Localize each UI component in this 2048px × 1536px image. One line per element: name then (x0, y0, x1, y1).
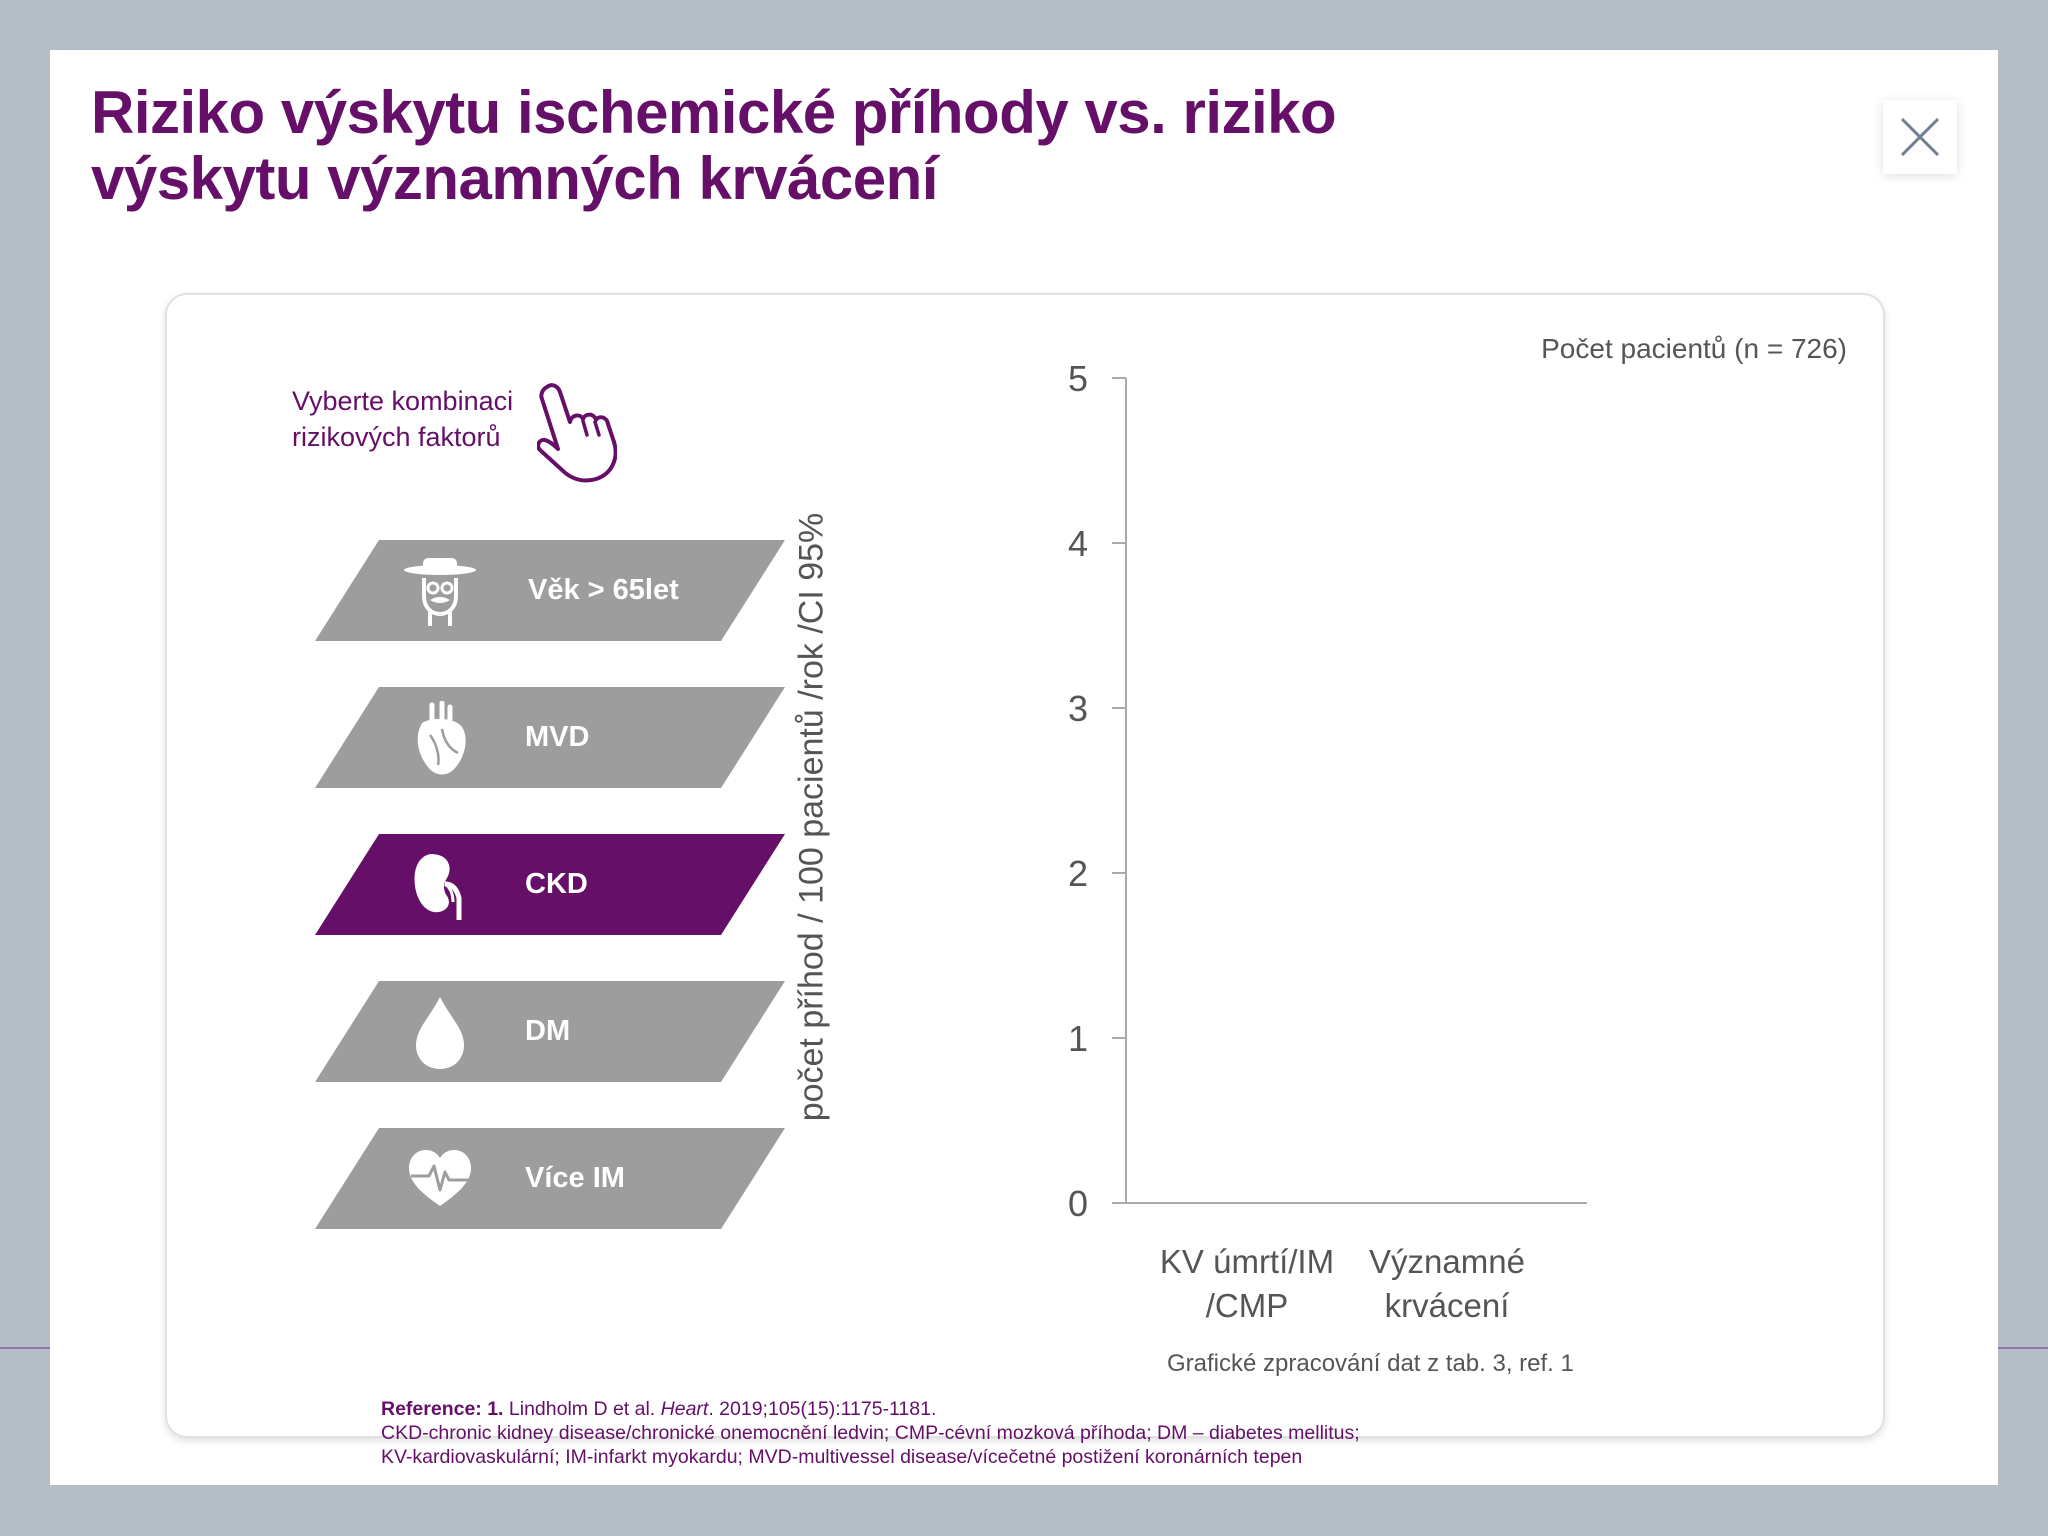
reference-authors: Lindholm D et al. (503, 1398, 661, 1420)
y-tick-label: 3 (1068, 688, 1088, 729)
chart-card: Vyberte kombinaci rizikových faktorů Věk… (165, 293, 1885, 1438)
heart-anatomy-icon (417, 701, 466, 775)
y-tick-label: 2 (1068, 853, 1088, 894)
reference-journal: Heart (660, 1398, 709, 1420)
factor-mvd-button[interactable]: MVD (315, 687, 785, 788)
close-icon (1900, 117, 1940, 157)
close-button[interactable] (1883, 100, 1957, 174)
kidney-icon (414, 854, 462, 920)
patient-count: Počet pacientů (n = 726) (1541, 333, 1847, 364)
pointing-hand-icon (537, 383, 617, 483)
factor-multiple-mi-button[interactable]: Více IM (315, 1128, 785, 1229)
y-tick-label: 1 (1068, 1018, 1088, 1059)
abbreviations-line-2: KV-kardiovaskulární; IM-infarkt myokardu… (381, 1446, 1303, 1468)
factor-label: Více IM (525, 1162, 625, 1194)
factor-age-button[interactable]: Věk > 65let (315, 540, 785, 641)
drop-icon (416, 997, 464, 1069)
factor-label: CKD (525, 868, 588, 900)
y-axis-label-text: počet příhod / 100 pacientů /rok /CI 95% (792, 512, 831, 1122)
factor-ckd-button[interactable]: CKD (315, 834, 785, 935)
risk-chart: 0 1 2 3 4 5 (1068, 358, 1587, 1224)
elderly-man-icon (404, 558, 476, 626)
reference-details: . 2019;105(15):1175-1181. (708, 1398, 937, 1420)
instruction-text: Vyberte kombinaci rizikových faktorů (292, 386, 514, 452)
reference-line: Reference: 1. Lindholm D et al. Heart. 2… (381, 1397, 1781, 1421)
modal-dialog: Riziko výskytu ischemické příhody vs. ri… (50, 50, 1998, 1485)
heart-pulse-icon (409, 1150, 471, 1206)
factor-label: Věk > 65let (528, 574, 679, 606)
y-tick-label: 5 (1068, 358, 1088, 399)
x-category-label: Významné krvácení (1369, 1243, 1525, 1324)
reference-prefix: Reference: 1. (381, 1398, 504, 1420)
y-tick-label: 0 (1068, 1183, 1088, 1224)
abbreviations-line-1: CKD-chronic kidney disease/chronické one… (381, 1422, 1360, 1444)
source-note: Grafické zpracování dat z tab. 3, ref. 1 (1167, 1350, 1574, 1377)
x-category-label: KV úmrtí/IM /CMP (1159, 1243, 1335, 1324)
factor-label: DM (525, 1015, 571, 1047)
references: Reference: 1. Lindholm D et al. Heart. 2… (381, 1397, 1781, 1469)
y-tick-label: 4 (1068, 523, 1088, 564)
factor-dm-button[interactable]: DM (315, 981, 785, 1082)
factor-label: MVD (525, 721, 590, 753)
page-title: Riziko výskytu ischemické příhody vs. ri… (91, 79, 1337, 212)
